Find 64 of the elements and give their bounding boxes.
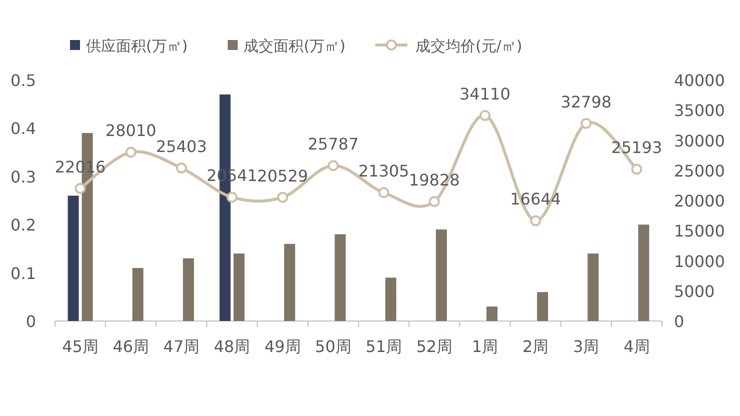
bar [182, 258, 194, 321]
x-tick-label: 48周 [214, 337, 250, 356]
bar [486, 306, 498, 321]
legend-label: 成交面积(万㎡) [244, 37, 346, 55]
data-label: 19828 [408, 170, 460, 190]
legend-label: 成交均价(元/㎡) [415, 37, 522, 55]
point [125, 146, 136, 158]
point [530, 215, 542, 226]
data-label: 28010 [105, 121, 156, 140]
bar [537, 292, 548, 321]
y2-tick-label: 15000 [674, 222, 725, 241]
x-tick-label: 3周 [573, 337, 600, 356]
point [479, 110, 490, 121]
bar [284, 244, 296, 321]
x-tick-label: 2周 [522, 337, 549, 356]
bar [68, 196, 79, 321]
y-tick-label: 0.4 [10, 119, 36, 138]
x-tick-label: 51周 [366, 337, 402, 356]
bar [132, 268, 144, 321]
bar [385, 278, 396, 321]
x-tick-label: 45周 [62, 337, 98, 356]
y2-tick-label: 30000 [674, 131, 725, 150]
data-label: 21305 [358, 162, 410, 181]
bar [638, 224, 650, 321]
point [277, 192, 288, 203]
point [631, 164, 642, 175]
x-tick-label: 4周 [624, 337, 650, 356]
point [580, 118, 592, 129]
point [328, 160, 339, 172]
bar [334, 234, 346, 321]
legend-label: 供应面积(万㎡) [86, 37, 188, 55]
x-tick-label: 46周 [112, 337, 150, 356]
point [226, 192, 238, 203]
data-label: 25787 [308, 134, 359, 154]
y-tick-label: 0.3 [10, 167, 36, 186]
y2-tick-label: 40000 [674, 71, 725, 90]
data-label: 20529 [257, 166, 308, 186]
y2-tick-label: 0 [674, 312, 684, 331]
y-tick-label: 0.1 [10, 264, 36, 283]
point [378, 187, 390, 198]
point [176, 162, 187, 174]
y-tick-label: 0 [26, 312, 36, 331]
x-tick-label: 47周 [163, 337, 200, 356]
bar [234, 254, 245, 321]
y2-tick-label: 25000 [674, 161, 725, 180]
y-tick-label: 0.2 [10, 216, 36, 235]
y2-tick-label: 10000 [674, 252, 725, 271]
y2-tick-label: 5000 [674, 282, 715, 301]
data-label: 25403 [156, 136, 207, 156]
x-tick-label: 1周 [472, 337, 498, 356]
data-label: 16644 [510, 190, 561, 209]
bar [436, 229, 447, 321]
y2-tick-label: 20000 [674, 192, 725, 210]
y2-tick-label: 35000 [674, 101, 725, 120]
x-tick-label: 50周 [315, 337, 352, 356]
data-label: 34110 [460, 84, 510, 104]
point [428, 196, 440, 208]
data-label: 32798 [560, 92, 612, 112]
x-tick-label: 52周 [416, 337, 453, 356]
point [74, 182, 86, 194]
x-tick-label: 49周 [264, 337, 301, 356]
y-tick-label: 0.5 [10, 71, 36, 90]
bar [588, 254, 599, 321]
data-label: 25193 [611, 138, 662, 158]
